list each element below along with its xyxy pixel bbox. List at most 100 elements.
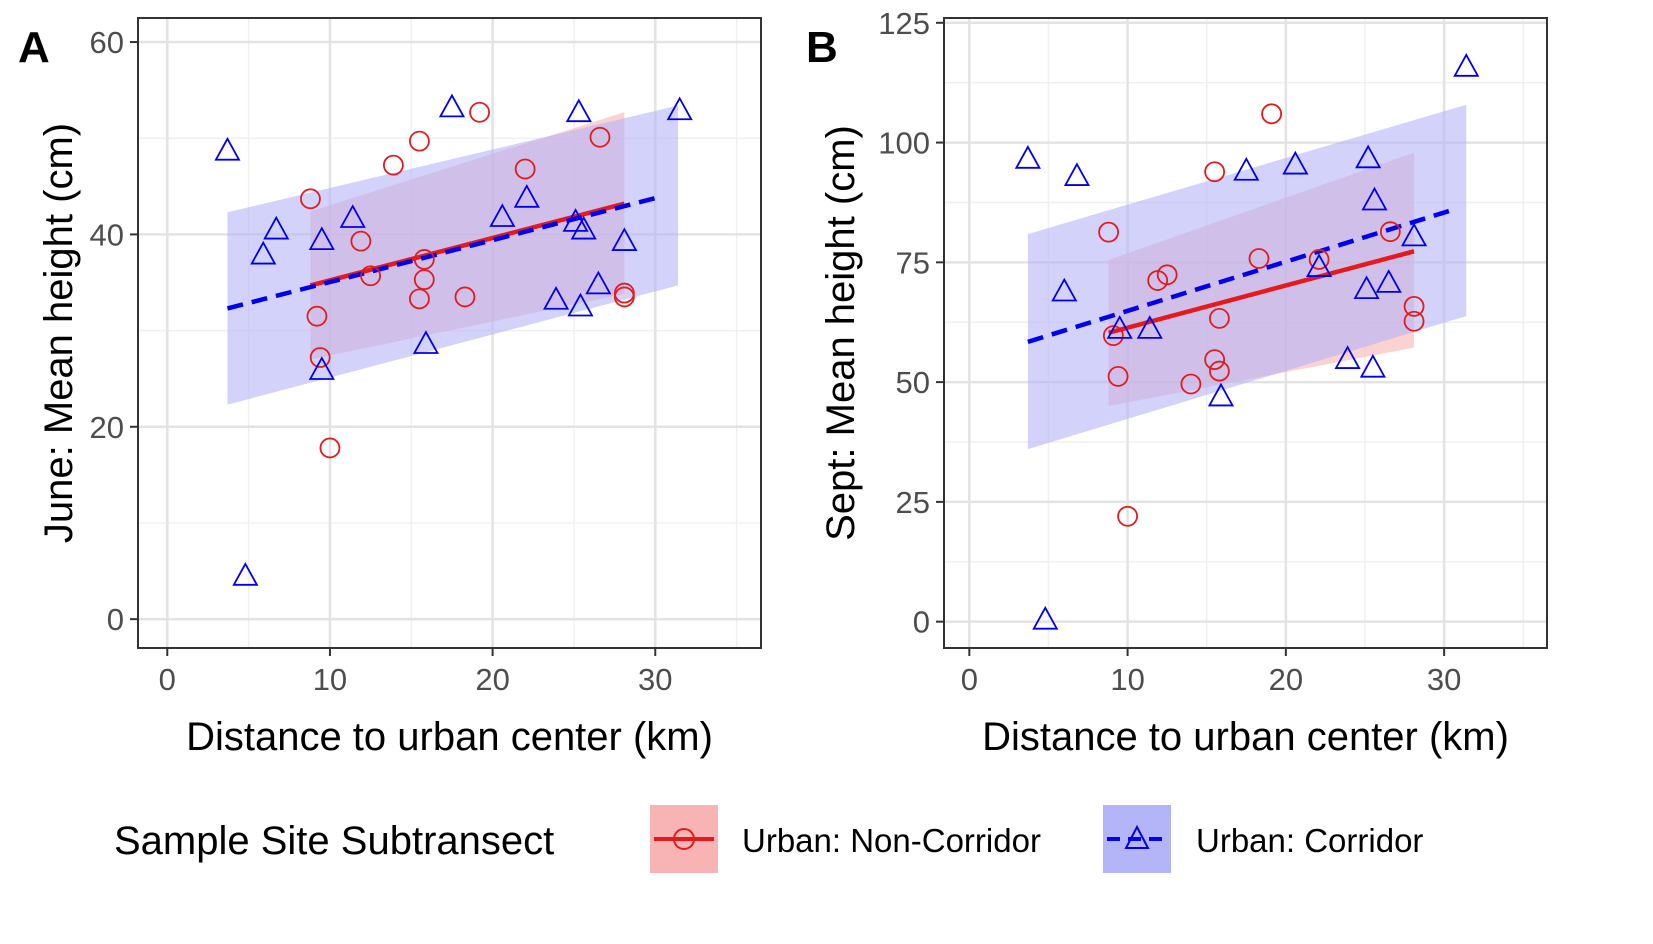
panel-a-point-urban-corridor xyxy=(308,226,335,251)
panel-b-point-urban-corridor xyxy=(1106,315,1133,339)
panel-a-point-urban-non-corridor xyxy=(409,288,430,310)
panel-a-point-urban-corridor xyxy=(567,292,594,317)
panel-a-point-urban-corridor xyxy=(666,96,693,121)
panel-b-y-ticks: 0 25 50 75 100 125 xyxy=(878,6,944,640)
panel-b-point-urban-corridor xyxy=(1355,144,1382,169)
panel-a-x-ticks: 0 10 20 30 xyxy=(159,648,673,697)
panel-a-y-ticks: 0 20 40 60 xyxy=(90,25,138,637)
legend-label-non-corridor: Urban: Non-Corridor xyxy=(742,822,1041,859)
legend-label-corridor: Urban: Corridor xyxy=(1196,822,1423,859)
panel-a-y-tick-label: 60 xyxy=(90,25,124,60)
panel-b-point-urban-non-corridor xyxy=(1180,373,1202,395)
panel-a-point-urban-non-corridor xyxy=(469,101,490,123)
panel-a-tag: A xyxy=(18,23,50,72)
panel-a-point-urban-non-corridor xyxy=(413,269,435,291)
panel-a-point-urban-non-corridor xyxy=(309,347,331,368)
panel-b-fit-line-urban-non-corridor xyxy=(1108,249,1415,335)
panel-a-y-axis-title: June: Mean height (cm) xyxy=(37,123,81,543)
panel-a-point-urban-non-corridor xyxy=(454,286,476,308)
panel-b-frame xyxy=(943,17,1548,649)
panel-b-point-urban-non-corridor xyxy=(1248,248,1270,269)
panel-a-point-urban-corridor xyxy=(489,203,516,227)
panel-b-points xyxy=(1014,53,1480,630)
panel-a-points xyxy=(214,93,693,586)
panel-b-x-axis-title: Distance to urban center (km) xyxy=(982,715,1509,759)
panel-b-x-tick-label: 0 xyxy=(961,662,978,697)
panel-b-point-urban-non-corridor xyxy=(1403,310,1425,332)
panel-b-point-urban-non-corridor xyxy=(1098,221,1119,243)
panel-a-y-tick-label: 20 xyxy=(90,410,124,445)
panel-b-point-urban-non-corridor xyxy=(1204,161,1226,183)
panel-b-point-urban-corridor xyxy=(1453,53,1480,77)
panel-a-point-urban-corridor xyxy=(412,330,439,354)
panel-b-x-tick-label: 10 xyxy=(1110,662,1144,697)
panel-b-y-tick-label: 0 xyxy=(913,605,930,640)
panel-a-point-urban-corridor xyxy=(611,227,638,251)
panel-a-point-urban-non-corridor xyxy=(319,437,341,459)
panel-b-tag: B xyxy=(806,23,838,72)
panel-b-point-urban-non-corridor xyxy=(1379,221,1401,243)
panel-a-point-urban-corridor xyxy=(308,356,335,380)
panel-b-confidence-bands xyxy=(1027,104,1467,450)
panel-b-point-urban-non-corridor xyxy=(1102,325,1124,347)
panel-b-y-tick-label: 100 xyxy=(878,126,930,161)
panel-b-point-urban-corridor xyxy=(1282,150,1309,175)
panel-a-point-urban-corridor xyxy=(438,93,466,118)
panel-b-point-urban-corridor xyxy=(1306,253,1333,277)
panel-b-point-urban-corridor xyxy=(1014,145,1041,169)
panel-a-point-urban-non-corridor xyxy=(300,188,321,210)
panel-b-point-urban-corridor xyxy=(1207,382,1235,407)
panel-b-point-urban-non-corridor xyxy=(1117,505,1138,527)
panel-a-point-urban-non-corridor xyxy=(350,230,372,252)
panel-a: 0 10 20 30 0 20 40 60 Distance to urban center… xyxy=(18,17,762,759)
panel-a-point-urban-non-corridor xyxy=(360,265,382,287)
panel-b-x-tick-label: 20 xyxy=(1269,662,1303,697)
panel-a-point-urban-corridor xyxy=(585,270,612,295)
panel-b-point-urban-non-corridor xyxy=(1261,103,1283,125)
panel-a-point-urban-non-corridor xyxy=(514,158,536,180)
panel-b-point-urban-non-corridor xyxy=(1204,349,1226,370)
panel-b-point-urban-corridor xyxy=(1359,353,1386,378)
panel-b-band-urban-corridor xyxy=(1027,104,1467,450)
panel-b-point-urban-corridor xyxy=(1032,605,1059,630)
panel-a-x-tick-label: 10 xyxy=(313,662,347,697)
panel-a-point-urban-non-corridor xyxy=(613,286,635,308)
panel-a-point-urban-corridor xyxy=(232,562,259,586)
panel-b-point-urban-corridor xyxy=(1051,277,1078,302)
legend-key-non-corridor xyxy=(650,805,718,873)
panel-b-point-urban-corridor xyxy=(1233,157,1260,181)
legend-title: Sample Site Subtransect xyxy=(114,819,554,863)
panel-a-y-tick-label: 0 xyxy=(107,602,124,637)
panel-b-point-urban-non-corridor xyxy=(1403,296,1425,317)
panel-b-x-tick-label: 30 xyxy=(1427,662,1461,697)
panel-a-point-urban-non-corridor xyxy=(409,130,430,152)
panel-b-fit-lines xyxy=(1027,208,1450,345)
panel-a-point-urban-corridor xyxy=(570,215,597,240)
panel-b-point-urban-corridor xyxy=(1353,275,1380,300)
panel-b-x-ticks: 0 10 20 30 xyxy=(961,648,1461,697)
panel-b-y-tick-label: 50 xyxy=(896,365,930,400)
panel-b-point-urban-corridor xyxy=(1136,315,1163,339)
panel-b-point-urban-non-corridor xyxy=(1308,249,1330,270)
legend: Sample Site Subtransect Urban: Non-Corri… xyxy=(114,805,1423,873)
panel-a-point-urban-corridor xyxy=(214,136,241,161)
panel-a-point-urban-corridor xyxy=(250,240,277,265)
panel-a-confidence-bands xyxy=(227,105,679,405)
panel-a-point-urban-corridor xyxy=(542,285,570,310)
panel-b-point-urban-non-corridor xyxy=(1107,365,1129,387)
panel-b-y-tick-label: 25 xyxy=(896,485,930,520)
panel-a-point-urban-non-corridor xyxy=(413,249,435,270)
panel-a-y-tick-label: 40 xyxy=(90,217,124,252)
panel-a-point-urban-corridor xyxy=(339,204,366,228)
panel-a-x-axis-title: Distance to urban center (km) xyxy=(186,715,713,759)
panel-a-point-urban-corridor xyxy=(565,98,592,123)
panel-a-point-urban-corridor xyxy=(263,215,290,240)
legend-key-non-corridor-marker xyxy=(673,828,695,850)
panel-b-y-tick-label: 75 xyxy=(896,245,930,280)
panel-b-point-urban-non-corridor xyxy=(1208,360,1230,382)
panel-b-point-urban-corridor xyxy=(1334,345,1361,369)
panel-a-frame xyxy=(137,17,762,649)
panel-a-band-urban-corridor xyxy=(227,105,679,405)
panel-b-point-urban-corridor xyxy=(1361,186,1388,211)
panel-a-point-urban-non-corridor xyxy=(382,154,404,176)
